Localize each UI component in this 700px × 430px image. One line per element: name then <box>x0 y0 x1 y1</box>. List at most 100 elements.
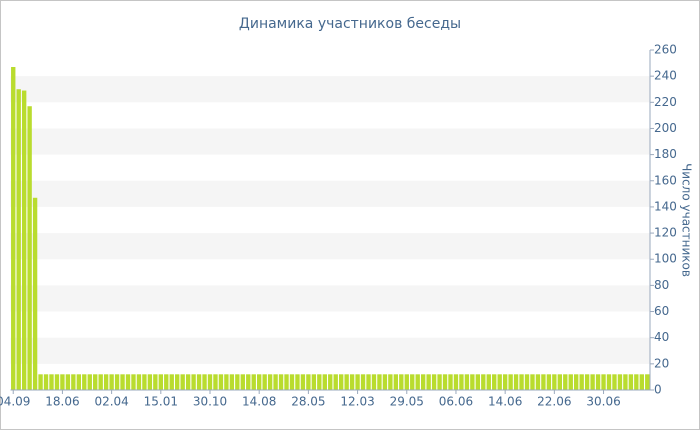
x-tick-label: 30.06 <box>586 395 620 409</box>
bar <box>360 374 366 390</box>
bar <box>180 374 185 390</box>
bar <box>645 374 650 390</box>
y-tick-label: 20 <box>654 356 669 370</box>
bar <box>563 374 568 390</box>
x-tick-label: 14.08 <box>242 395 276 409</box>
bar <box>328 374 333 390</box>
bar <box>355 374 360 390</box>
bar <box>262 374 267 390</box>
bar <box>207 374 213 390</box>
x-tick-label: 22.06 <box>537 395 571 409</box>
bar <box>338 374 344 390</box>
bar <box>568 374 573 390</box>
bar <box>27 106 32 390</box>
grid-band <box>10 180 650 207</box>
bar <box>284 374 289 390</box>
bar <box>109 374 114 390</box>
grid-band <box>10 337 650 364</box>
bar <box>595 374 601 390</box>
bar <box>344 374 349 390</box>
bar <box>513 374 519 390</box>
bar <box>546 374 552 390</box>
bar <box>524 374 530 390</box>
bar <box>623 374 628 390</box>
bar <box>442 374 448 390</box>
bar <box>306 374 311 390</box>
y-tick-label: 160 <box>654 173 677 187</box>
bar <box>388 374 393 390</box>
bar <box>120 374 125 390</box>
bar <box>196 374 202 390</box>
bar <box>628 374 634 390</box>
bar <box>311 374 317 390</box>
bar <box>492 374 497 390</box>
bar <box>393 374 399 390</box>
bar <box>38 374 43 390</box>
bar <box>508 374 513 390</box>
bar <box>481 374 486 390</box>
bar <box>584 374 590 390</box>
bar <box>49 374 54 390</box>
bar <box>60 374 65 390</box>
bar <box>579 374 584 390</box>
y-tick-label: 140 <box>654 199 677 213</box>
bar <box>574 374 579 390</box>
bar <box>273 374 278 390</box>
bar <box>240 374 245 390</box>
y-tick-label: 260 <box>654 43 677 57</box>
bar <box>185 374 191 390</box>
bar <box>557 374 563 390</box>
bar <box>639 374 644 390</box>
bar <box>519 374 524 390</box>
bar <box>371 374 377 390</box>
bar <box>229 374 235 390</box>
x-tick-label: 02.04 <box>94 395 128 409</box>
bar <box>267 374 273 390</box>
bar <box>497 374 502 390</box>
grid-band <box>10 233 650 260</box>
y-tick-label: 220 <box>654 95 677 109</box>
bar <box>87 374 92 390</box>
bar <box>382 374 388 390</box>
y-tick-label: 0 <box>654 383 662 397</box>
bar <box>125 374 131 390</box>
bar <box>257 374 262 390</box>
bar <box>426 374 431 390</box>
bar <box>410 374 415 390</box>
bar <box>169 374 174 390</box>
bar <box>98 374 103 390</box>
bar <box>453 374 459 390</box>
bar <box>486 374 491 390</box>
bar <box>153 374 158 390</box>
bar <box>470 374 475 390</box>
bar <box>459 374 464 390</box>
x-tick-label: 04.09 <box>0 395 30 409</box>
bar <box>54 374 60 390</box>
bar <box>349 374 355 390</box>
bar <box>213 374 218 390</box>
bar <box>251 374 256 390</box>
bar <box>634 374 639 390</box>
bar <box>65 374 71 390</box>
bar <box>136 374 142 390</box>
bar <box>590 374 595 390</box>
bar <box>278 374 284 390</box>
bar <box>552 374 557 390</box>
bar <box>93 374 98 390</box>
bar <box>82 374 87 390</box>
bar <box>475 374 481 390</box>
y-tick-label: 200 <box>654 121 677 135</box>
bar <box>114 374 120 390</box>
bar <box>202 374 207 390</box>
bar <box>103 374 109 390</box>
bar <box>76 374 82 390</box>
x-tick-label: 12.03 <box>340 395 374 409</box>
bar <box>295 374 300 390</box>
y-tick-label: 80 <box>654 278 669 292</box>
bar <box>617 374 623 390</box>
bar <box>399 374 404 390</box>
bar <box>612 374 617 390</box>
bar <box>224 374 229 390</box>
bar <box>317 374 322 390</box>
